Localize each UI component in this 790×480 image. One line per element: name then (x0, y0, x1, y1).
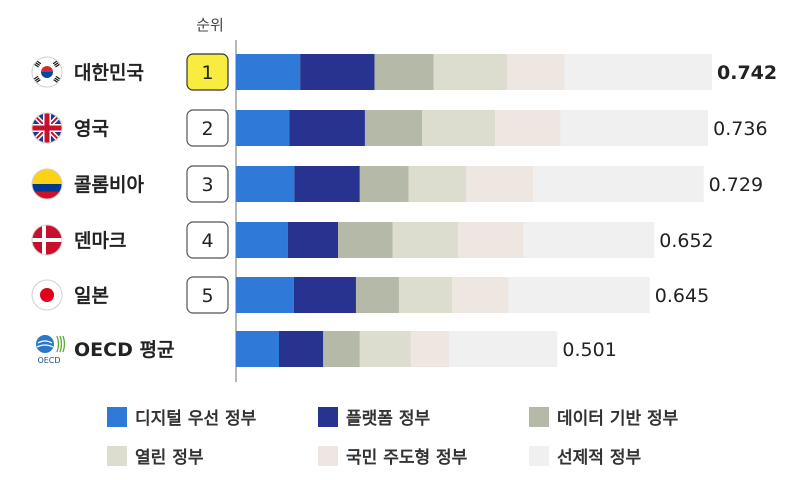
category-label: 대한민국 (74, 62, 144, 84)
category-label: OECD 평균 (74, 339, 174, 361)
oecd-logo-icon: OECD (36, 335, 66, 365)
total-value-label: 0.645 (655, 285, 709, 307)
bar-segment (466, 166, 534, 202)
bar-segment (495, 110, 561, 146)
bar-segment (410, 331, 449, 367)
bar-segment (300, 54, 375, 90)
rank-box (186, 221, 229, 259)
bar-segment (236, 222, 288, 258)
bar-segment (323, 331, 360, 367)
category-label: 영국 (74, 118, 109, 140)
bar-segment (236, 110, 290, 146)
colombia-flag-icon (31, 168, 63, 200)
rank-number: 3 (201, 174, 213, 196)
total-value-label: 0.736 (713, 118, 767, 140)
bar-segment (355, 277, 399, 313)
category-label: 일본 (74, 285, 109, 307)
bar-segment (236, 166, 295, 202)
bar-segment (507, 54, 565, 90)
total-value-label: 0.729 (709, 174, 763, 196)
bar-segment (359, 331, 411, 367)
bar-segment (287, 222, 338, 258)
rank-number: 4 (201, 230, 213, 252)
bar-segment (560, 110, 709, 146)
bar-segment (457, 222, 524, 258)
bar-segment (236, 54, 301, 90)
rank-box (186, 109, 229, 147)
oecd-logo-text: OECD (37, 356, 60, 365)
bar-segment (422, 110, 496, 146)
bar-segment (359, 166, 409, 202)
japan-flag-icon (31, 279, 63, 311)
total-value-label: 0.501 (562, 339, 616, 361)
bar-segment (364, 110, 423, 146)
bar-segment (533, 166, 704, 202)
rank-header: 순위 (196, 16, 224, 34)
bar-segment (452, 277, 509, 313)
bar-segment (289, 110, 365, 146)
korea-flag-icon (31, 56, 63, 88)
bar-segment (278, 331, 324, 367)
rank-box (186, 53, 229, 91)
rank-box (186, 276, 229, 314)
rank-number: 2 (201, 118, 213, 140)
denmark-flag-icon (31, 224, 63, 256)
bar-segment (236, 331, 279, 367)
bar-segment (398, 277, 453, 313)
rank-number: 1 (201, 62, 213, 84)
bar-segment (294, 166, 360, 202)
rank-box (186, 165, 229, 203)
uk-flag-icon (31, 112, 63, 144)
bar-segment (523, 222, 655, 258)
bar-segment (408, 166, 467, 202)
bar-segment (448, 331, 558, 367)
rank-number: 5 (201, 285, 213, 307)
category-label: 콜롬비아 (74, 174, 144, 196)
bar-segment (374, 54, 434, 90)
bar-segment (338, 222, 393, 258)
total-value-label: 0.742 (717, 62, 777, 84)
total-value-label: 0.652 (659, 230, 713, 252)
bar-segment (293, 277, 356, 313)
bar-segment (236, 277, 294, 313)
category-label: 덴마크 (74, 230, 126, 252)
bar-segment (433, 54, 508, 90)
bar-segment (508, 277, 650, 313)
bar-segment (392, 222, 458, 258)
bar-segment (564, 54, 712, 90)
